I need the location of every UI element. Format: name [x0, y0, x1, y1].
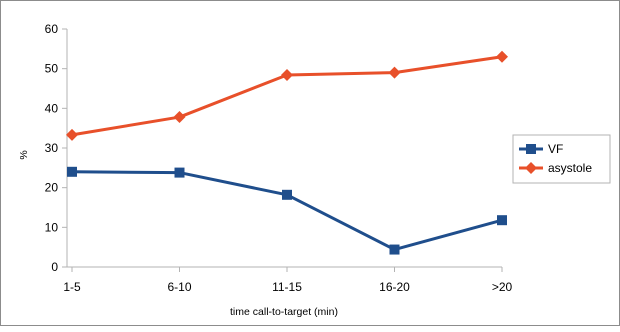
series-line-asystole — [71, 55, 503, 137]
y-tick-label: 20 — [45, 181, 59, 195]
data-point-asystole — [388, 66, 401, 79]
data-point-vf — [389, 244, 400, 255]
x-tick-label: 16-20 — [379, 280, 410, 294]
y-tick-label: 60 — [45, 22, 59, 36]
legend-item-asystole: asystole — [519, 161, 592, 175]
data-point-asystole — [173, 111, 186, 124]
y-tick-label: 40 — [45, 101, 59, 115]
y-axis-title: % — [18, 150, 30, 159]
x-tick-label: 1-5 — [63, 280, 81, 294]
x-tick-label: 11-15 — [272, 280, 302, 294]
x-axis-title: time call-to-target (min) — [230, 306, 338, 318]
x-tick-label: 6-10 — [167, 280, 191, 294]
y-tick-label: 0 — [51, 260, 58, 274]
y-tick-label: 50 — [45, 62, 59, 76]
legend: VF asystole — [512, 134, 611, 184]
data-point-vf — [282, 189, 292, 200]
y-tick-label: 10 — [45, 220, 59, 234]
legend-item-vf: VF — [519, 142, 563, 156]
data-point-asystole — [496, 50, 508, 63]
legend-box — [512, 134, 611, 184]
data-point-asystole — [66, 128, 78, 141]
data-point-asystole — [281, 69, 293, 82]
legend-label: VF — [548, 142, 563, 156]
legend-label: asystole — [548, 161, 592, 175]
series-asystole — [66, 50, 508, 141]
data-point-vf — [174, 167, 185, 178]
x-tick-label: >20 — [492, 280, 513, 294]
legend-marker-swatch — [526, 144, 536, 154]
y-tick-label: 30 — [45, 141, 59, 155]
data-point-vf — [497, 215, 507, 226]
series-vf — [67, 166, 507, 255]
data-point-vf — [67, 166, 77, 177]
legend-marker-swatch — [525, 162, 537, 174]
series-line-vf — [71, 170, 503, 252]
